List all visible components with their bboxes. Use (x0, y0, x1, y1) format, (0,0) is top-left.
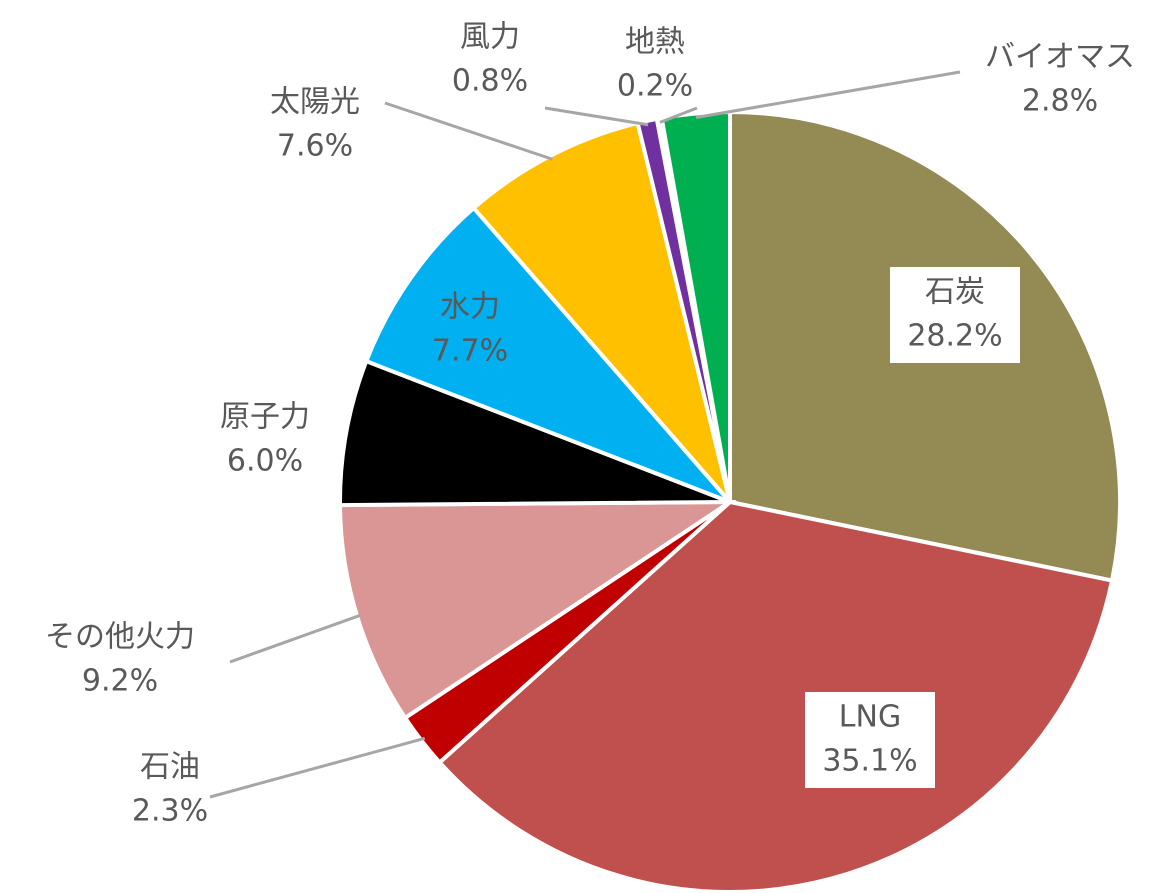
slice-label: LNG (839, 700, 901, 735)
leader-line (659, 106, 698, 124)
slice-label: 原子力 (220, 400, 310, 435)
leader-line (229, 613, 362, 664)
slice-value-label: 28.2% (907, 319, 1002, 354)
slice-value-label: 2.3% (132, 794, 208, 829)
pie-slice (436, 499, 1115, 893)
labels: 石炭 28.2% LNG 35.1% 石油 2.3% その他火力 9.2% 原子力 6.0% 水力 7… (45, 20, 1135, 829)
slice-value-label: 7.7% (432, 334, 508, 369)
pie-slice (470, 120, 732, 504)
slice-label: 太陽光 (270, 85, 360, 120)
pie-slice (363, 205, 732, 504)
pie-slice (338, 358, 731, 508)
slice-label: その他火力 (45, 620, 195, 655)
slice-label: 風力 (460, 20, 520, 55)
slice-label: バイオマス (985, 40, 1135, 75)
slice-label: 石油 (140, 750, 200, 785)
slice-value-label: 6.0% (227, 444, 303, 479)
leader-line (695, 70, 961, 119)
slice-value-label: 35.1% (822, 744, 917, 779)
slice-value-label: 2.8% (1022, 84, 1098, 119)
slice-value-label: 9.2% (82, 664, 158, 699)
leader-line (544, 106, 649, 127)
leader-line (209, 736, 426, 799)
leader-line (384, 101, 553, 161)
slice-label: 水力 (440, 290, 500, 325)
slice-value-label: 7.6% (277, 129, 353, 164)
slice-label: 石炭 (925, 275, 985, 310)
slice-label: 地熱 (625, 25, 685, 60)
label-box (805, 692, 935, 788)
slice-value-label: 0.2% (617, 69, 693, 104)
slice-value-label: 0.8% (452, 64, 528, 99)
label-box (890, 267, 1020, 363)
